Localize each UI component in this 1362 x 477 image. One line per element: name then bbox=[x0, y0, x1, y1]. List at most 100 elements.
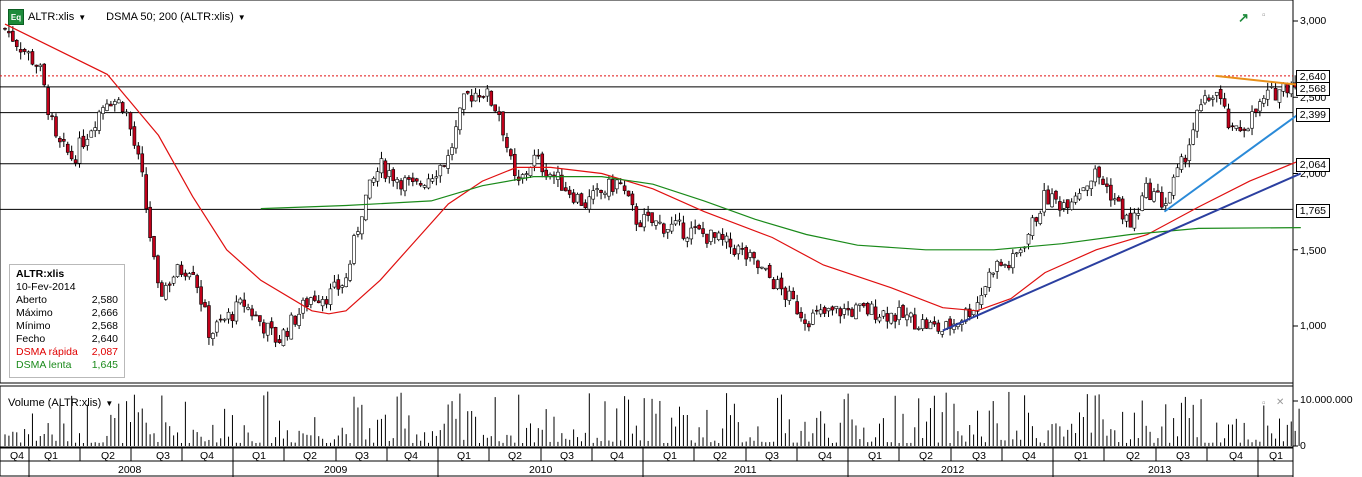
candle-body bbox=[285, 331, 290, 337]
candle-body bbox=[587, 196, 592, 210]
candle-body bbox=[1183, 157, 1188, 163]
candle-body bbox=[293, 315, 297, 325]
maximize-icon[interactable]: ▫ bbox=[1262, 10, 1266, 21]
candle-body bbox=[379, 158, 384, 174]
candle-body bbox=[481, 96, 486, 98]
volume-label[interactable]: Volume (ALTR:xlis) bbox=[8, 397, 102, 409]
candle-body bbox=[214, 321, 219, 333]
volume-dropdown-icon[interactable]: ▼ bbox=[105, 398, 114, 408]
quarter-label: Q1 bbox=[1074, 450, 1089, 462]
info-row-label: Aberto bbox=[16, 294, 47, 306]
info-row-value: 2,666 bbox=[91, 307, 118, 320]
candle-body bbox=[1089, 180, 1094, 190]
candle-body bbox=[1116, 197, 1121, 202]
candle-body bbox=[1069, 201, 1074, 210]
candle-body bbox=[1258, 101, 1262, 112]
equity-badge[interactable]: Eq bbox=[8, 9, 24, 25]
candle-body bbox=[1246, 128, 1250, 132]
info-row-label: Máximo bbox=[16, 307, 53, 320]
candle-body bbox=[818, 309, 823, 315]
candle-body bbox=[607, 178, 611, 197]
candle-body bbox=[1062, 202, 1066, 209]
candle-body bbox=[407, 177, 411, 180]
candle-body bbox=[1042, 190, 1046, 213]
time-axis-panel bbox=[0, 447, 1294, 477]
quarter-label: Q3 bbox=[1176, 450, 1191, 462]
candle-body bbox=[995, 261, 999, 272]
candle-body bbox=[689, 227, 694, 240]
symbol-label[interactable]: ALTR:xlis bbox=[28, 11, 75, 23]
indicator-dropdown-icon[interactable]: ▼ bbox=[237, 12, 246, 22]
candle-body bbox=[1167, 192, 1172, 204]
candle-body bbox=[591, 190, 596, 200]
candle-body bbox=[1112, 198, 1117, 201]
candle-body bbox=[720, 234, 725, 240]
candle-body bbox=[740, 248, 745, 250]
candle-body bbox=[865, 303, 870, 315]
candle-body bbox=[1222, 98, 1227, 107]
candle-body bbox=[736, 245, 741, 255]
volume-axis-label: 10.000.000 bbox=[1300, 394, 1353, 406]
candle-body bbox=[391, 169, 396, 181]
candle-body bbox=[803, 319, 807, 324]
candle-body bbox=[1195, 109, 1199, 132]
candle-body bbox=[928, 321, 933, 330]
ohlc-info-box: ALTR:xlis 10-Fev-2014 Aberto 2,580 Máximo 2… bbox=[9, 264, 125, 378]
candle-body bbox=[920, 319, 925, 330]
candle-body bbox=[658, 221, 662, 224]
year-label: 2013 bbox=[1148, 464, 1172, 476]
candle-body bbox=[1156, 190, 1160, 193]
candle-body bbox=[1148, 182, 1152, 201]
candle-body bbox=[650, 212, 654, 224]
candle-body bbox=[3, 27, 7, 30]
candle-body bbox=[854, 304, 858, 320]
candle-body bbox=[69, 150, 74, 160]
candle-body bbox=[195, 275, 199, 288]
candle-body bbox=[332, 281, 337, 288]
candle-body bbox=[599, 190, 603, 193]
quarter-label: Q4 bbox=[200, 450, 215, 462]
candle-body bbox=[1109, 184, 1113, 201]
candle-body bbox=[97, 111, 101, 131]
candle-body bbox=[1081, 187, 1086, 192]
candle-body bbox=[528, 167, 533, 177]
candle-body bbox=[799, 311, 803, 319]
candle-body bbox=[160, 282, 164, 297]
candle-body bbox=[1250, 111, 1254, 129]
volume-close-icon[interactable]: ✕ bbox=[1276, 397, 1285, 408]
candle-body bbox=[30, 51, 35, 65]
candle-body bbox=[320, 299, 325, 307]
candle-body bbox=[238, 298, 243, 304]
candle-body bbox=[258, 315, 262, 322]
candle-body bbox=[144, 174, 148, 210]
symbol-dropdown-icon[interactable]: ▼ bbox=[78, 12, 87, 22]
candle-body bbox=[1211, 97, 1215, 100]
trendline-dark-blue bbox=[942, 172, 1302, 332]
candle-body bbox=[642, 214, 647, 228]
volume-maximize-icon[interactable]: ▫ bbox=[1262, 398, 1266, 409]
quarter-label: Q4 bbox=[404, 450, 419, 462]
candle-body bbox=[767, 264, 772, 278]
candle-body bbox=[983, 286, 988, 295]
candle-body bbox=[540, 153, 545, 173]
info-row-label: Fecho bbox=[16, 333, 46, 346]
info-row: Máximo 2,666 bbox=[16, 307, 118, 320]
candle-body bbox=[536, 154, 541, 157]
info-row-value: 1,645 bbox=[91, 359, 118, 372]
candle-body bbox=[250, 308, 254, 317]
candle-body bbox=[505, 137, 509, 148]
candle-body bbox=[501, 111, 505, 136]
trend-arrow-icon[interactable]: ↗ bbox=[1238, 10, 1249, 25]
candle-body bbox=[838, 308, 843, 317]
quarter-label: Q1 bbox=[457, 450, 472, 462]
indicator-label[interactable]: DSMA 50; 200 (ALTR:xlis) bbox=[106, 11, 234, 23]
candle-body bbox=[367, 179, 372, 199]
price-box-level: 2,399 bbox=[1295, 108, 1330, 122]
candle-body bbox=[905, 314, 909, 321]
candle-body bbox=[363, 194, 368, 221]
candle-body bbox=[1014, 252, 1019, 255]
candle-body bbox=[1171, 176, 1176, 196]
candle-body bbox=[779, 277, 784, 290]
candle-body bbox=[1038, 212, 1043, 224]
candle-body bbox=[430, 178, 435, 182]
